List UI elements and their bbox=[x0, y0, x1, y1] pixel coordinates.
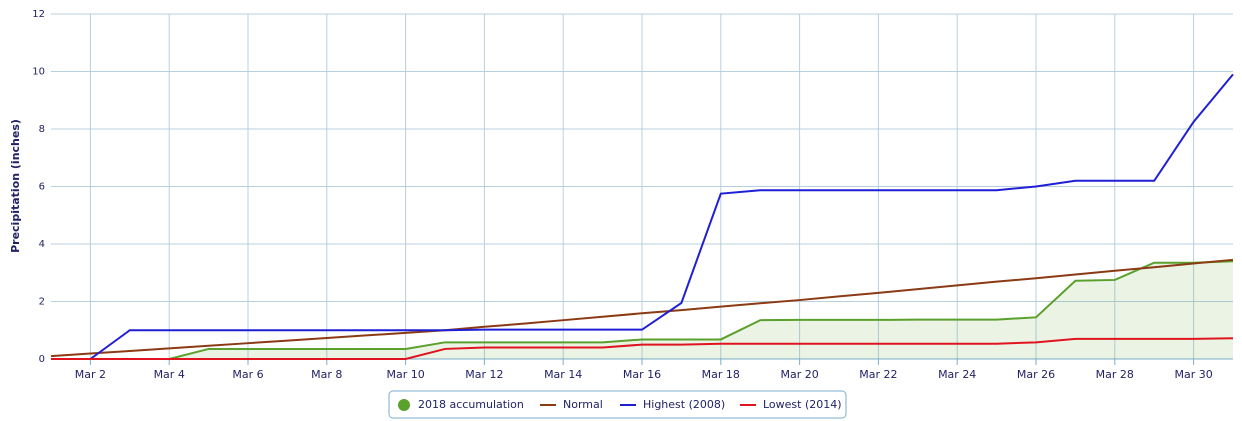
series-line bbox=[51, 260, 1234, 360]
x-tick-label: Mar 22 bbox=[859, 368, 897, 381]
y-tick-label: 10 bbox=[32, 67, 45, 78]
series-line bbox=[89, 73, 1234, 360]
x-tick-label: Mar 10 bbox=[386, 368, 424, 381]
x-tick-label: Mar 28 bbox=[1096, 368, 1134, 381]
y-axis-label: Precipitation (inches) bbox=[9, 119, 22, 253]
x-tick-label: Mar 30 bbox=[1174, 368, 1212, 381]
y-tick-label: 8 bbox=[39, 124, 45, 135]
legend-label: 2018 accumulation bbox=[418, 398, 524, 411]
x-tick-label: Mar 14 bbox=[544, 368, 582, 381]
x-tick-label: Mar 20 bbox=[780, 368, 818, 381]
x-tick-label: Mar 18 bbox=[702, 368, 740, 381]
x-tick-label: Mar 2 bbox=[75, 368, 106, 381]
x-tick-label: Mar 4 bbox=[154, 368, 185, 381]
series-line bbox=[51, 337, 1234, 360]
legend-marker bbox=[398, 399, 410, 411]
legend-label: Lowest (2014) bbox=[763, 398, 842, 411]
legend-label: Highest (2008) bbox=[643, 398, 725, 411]
y-tick-label: 2 bbox=[39, 297, 45, 308]
x-tick-label: Mar 6 bbox=[232, 368, 263, 381]
x-tick-label: Mar 24 bbox=[938, 368, 976, 381]
legend-box bbox=[388, 390, 847, 419]
y-tick-label: 4 bbox=[39, 239, 45, 250]
x-tick-label: Mar 12 bbox=[465, 368, 503, 381]
y-tick-label: 0 bbox=[39, 354, 45, 365]
area bbox=[51, 261, 1233, 359]
x-tick-label: Mar 26 bbox=[1017, 368, 1055, 381]
legend-label: Normal bbox=[563, 398, 603, 411]
series-line bbox=[50, 258, 1234, 358]
x-tick-label: Mar 8 bbox=[311, 368, 342, 381]
x-tick-label: Mar 16 bbox=[623, 368, 661, 381]
y-tick-label: 12 bbox=[32, 9, 45, 20]
y-tick-label: 6 bbox=[39, 182, 45, 193]
